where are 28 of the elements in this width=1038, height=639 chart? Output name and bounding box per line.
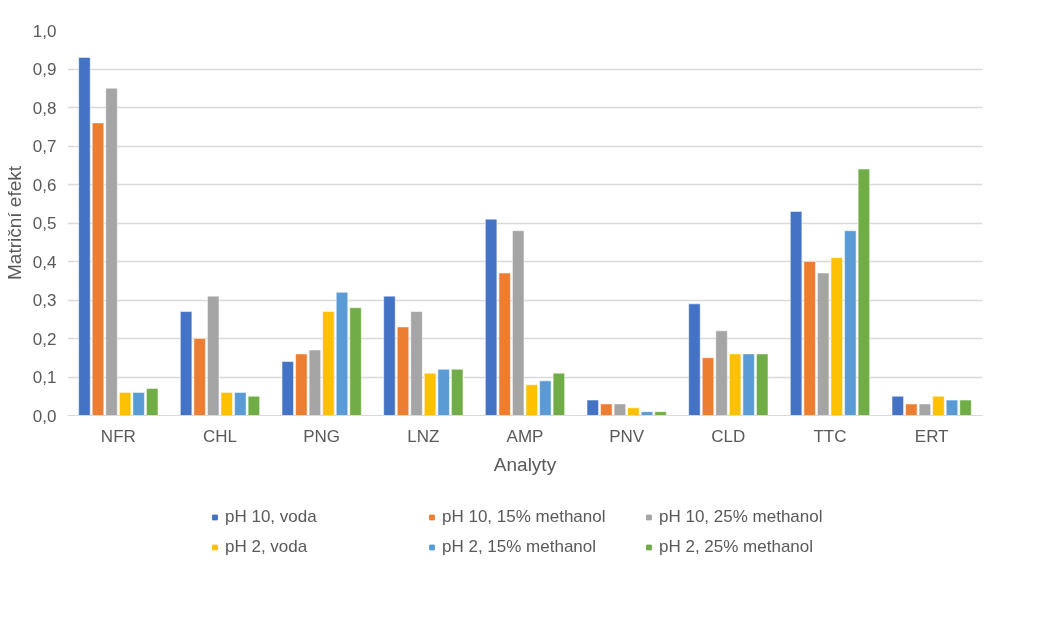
- legend-label: pH 10, 25% methanol: [659, 507, 824, 527]
- x-tick-label: LNZ: [407, 426, 440, 446]
- x-tick-label: ERT: [914, 426, 949, 446]
- y-tick-label: 0,6: [32, 175, 57, 195]
- y-tick-label: 0,0: [32, 406, 57, 426]
- y-tick-label: 0,3: [32, 291, 57, 310]
- x-tick-label: TTC: [813, 426, 847, 446]
- x-tick-label: CLD: [711, 426, 746, 446]
- legend-label: pH 2, 25% methanol: [659, 537, 815, 557]
- legend-label: pH 10, 15% methanol: [442, 507, 607, 527]
- x-tick-label: PNV: [609, 426, 645, 446]
- y-tick-label: 0,4: [32, 252, 57, 272]
- y-axis-title: Matriční efekt: [3, 165, 25, 281]
- y-tick-label: 0,1: [32, 368, 57, 387]
- y-tick-label: 1,0: [32, 21, 57, 41]
- x-tick-label: CHL: [203, 426, 238, 446]
- y-tick-label: 0,2: [32, 329, 57, 349]
- legend-label: pH 2, voda: [225, 537, 309, 557]
- legend-label: pH 10, voda: [225, 507, 318, 527]
- x-tick-label: NFR: [100, 426, 136, 446]
- x-tick-label: AMP: [506, 426, 544, 446]
- legend-label: pH 2, 15% methanol: [442, 537, 598, 557]
- x-tick-label: PNG: [303, 426, 341, 446]
- x-axis-title: Analyty: [493, 453, 557, 475]
- y-tick-label: 0,7: [32, 137, 57, 156]
- y-tick-label: 0,9: [32, 60, 57, 79]
- y-tick-label: 0,5: [32, 214, 57, 233]
- y-tick-label: 0,8: [32, 98, 57, 118]
